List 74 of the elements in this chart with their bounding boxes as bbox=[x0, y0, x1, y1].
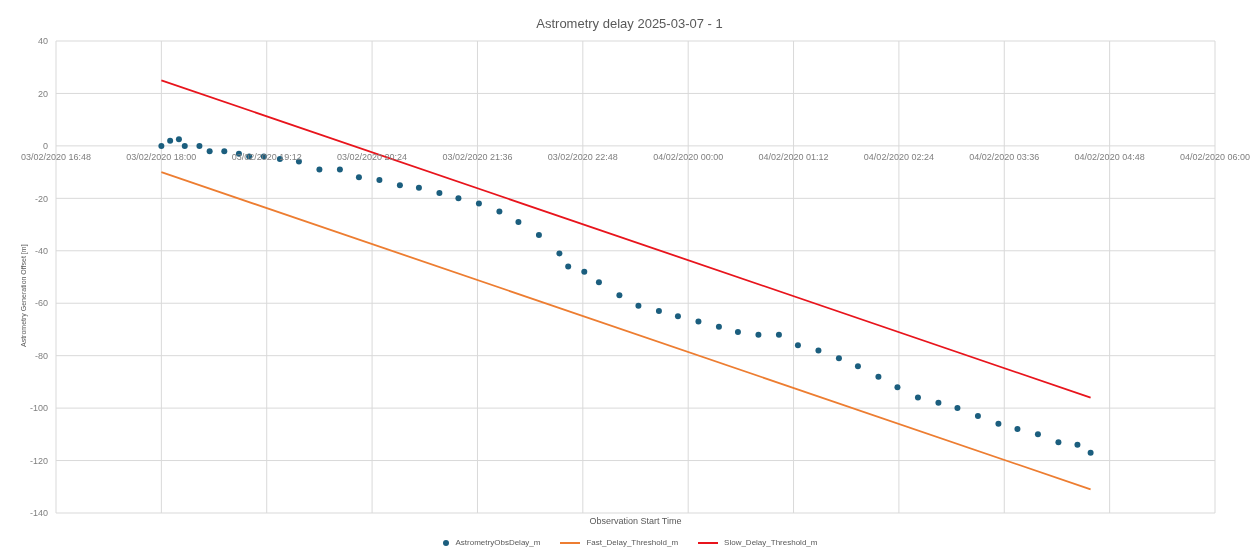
point bbox=[181, 142, 188, 149]
point bbox=[1055, 439, 1062, 446]
legend-label: Slow_Delay_Threshold_m bbox=[724, 538, 818, 547]
point bbox=[914, 394, 921, 401]
point bbox=[815, 347, 822, 354]
y-tick-label: -100 bbox=[29, 403, 48, 414]
point bbox=[475, 200, 482, 207]
point bbox=[206, 148, 213, 155]
point bbox=[535, 232, 542, 239]
point bbox=[436, 190, 443, 197]
y-tick-label: 40 bbox=[37, 36, 48, 47]
point bbox=[1087, 449, 1094, 456]
point bbox=[355, 174, 362, 181]
point bbox=[1014, 426, 1021, 433]
x-tick-label: 04/02/2020 03:36 bbox=[969, 152, 1040, 163]
y-tick-label: -40 bbox=[34, 245, 48, 256]
point bbox=[316, 166, 323, 173]
x-axis-title: Observation Start Time bbox=[588, 516, 683, 526]
point bbox=[794, 342, 801, 349]
point bbox=[974, 412, 981, 419]
legend-label: AstrometryObsDelay_m bbox=[455, 538, 541, 547]
y-tick-label: -80 bbox=[34, 350, 48, 361]
point bbox=[935, 399, 942, 406]
point bbox=[854, 363, 861, 370]
point bbox=[415, 184, 422, 191]
point bbox=[835, 355, 842, 362]
legend-label: Fast_Delay_Threshold_m bbox=[586, 538, 679, 547]
point bbox=[336, 166, 343, 173]
point bbox=[655, 308, 662, 315]
point bbox=[496, 208, 503, 215]
chart-title: Astrometry delay 2025-03-07 - 1 bbox=[535, 16, 724, 31]
point bbox=[565, 263, 572, 270]
point bbox=[954, 405, 961, 412]
x-tick-label: 03/02/2020 22:48 bbox=[547, 152, 618, 163]
point bbox=[595, 279, 602, 286]
point bbox=[196, 142, 203, 149]
y-tick-label: -140 bbox=[29, 508, 48, 519]
y-tick-label: -120 bbox=[29, 455, 48, 466]
point bbox=[396, 182, 403, 189]
point bbox=[1034, 431, 1041, 438]
x-tick-label: 03/02/2020 20:24 bbox=[337, 152, 408, 163]
point bbox=[581, 268, 588, 275]
point bbox=[1074, 441, 1081, 448]
x-tick-label: 03/02/2020 21:36 bbox=[442, 152, 513, 163]
point bbox=[715, 323, 722, 330]
point bbox=[515, 218, 522, 225]
point bbox=[376, 176, 383, 183]
point bbox=[158, 142, 165, 149]
point bbox=[875, 373, 882, 380]
point bbox=[616, 292, 623, 299]
point bbox=[894, 384, 901, 391]
point bbox=[455, 195, 462, 202]
x-tick-label: 04/02/2020 04:48 bbox=[1074, 152, 1145, 163]
point bbox=[755, 331, 762, 338]
point bbox=[175, 136, 182, 143]
x-tick-label: 04/02/2020 00:00 bbox=[653, 152, 724, 163]
x-tick-label: 04/02/2020 02:24 bbox=[863, 152, 934, 163]
point bbox=[695, 318, 702, 325]
point bbox=[734, 329, 741, 336]
x-tick-label: 03/02/2020 18:00 bbox=[126, 152, 197, 163]
point bbox=[674, 313, 681, 320]
x-tick-label: 04/02/2020 01:12 bbox=[758, 152, 829, 163]
point bbox=[995, 420, 1002, 427]
point bbox=[167, 137, 174, 144]
point bbox=[221, 148, 228, 155]
x-tick-label: 03/02/2020 16:48 bbox=[20, 152, 92, 163]
y-tick-label: -20 bbox=[34, 193, 48, 204]
point bbox=[556, 250, 563, 257]
point bbox=[635, 302, 642, 309]
y-tick-label: 0 bbox=[42, 141, 48, 152]
x-tick-label: 04/02/2020 06:00 bbox=[1179, 152, 1251, 163]
point bbox=[775, 331, 782, 338]
y-tick-label: -60 bbox=[34, 298, 48, 309]
y-tick-label: 20 bbox=[37, 88, 48, 99]
